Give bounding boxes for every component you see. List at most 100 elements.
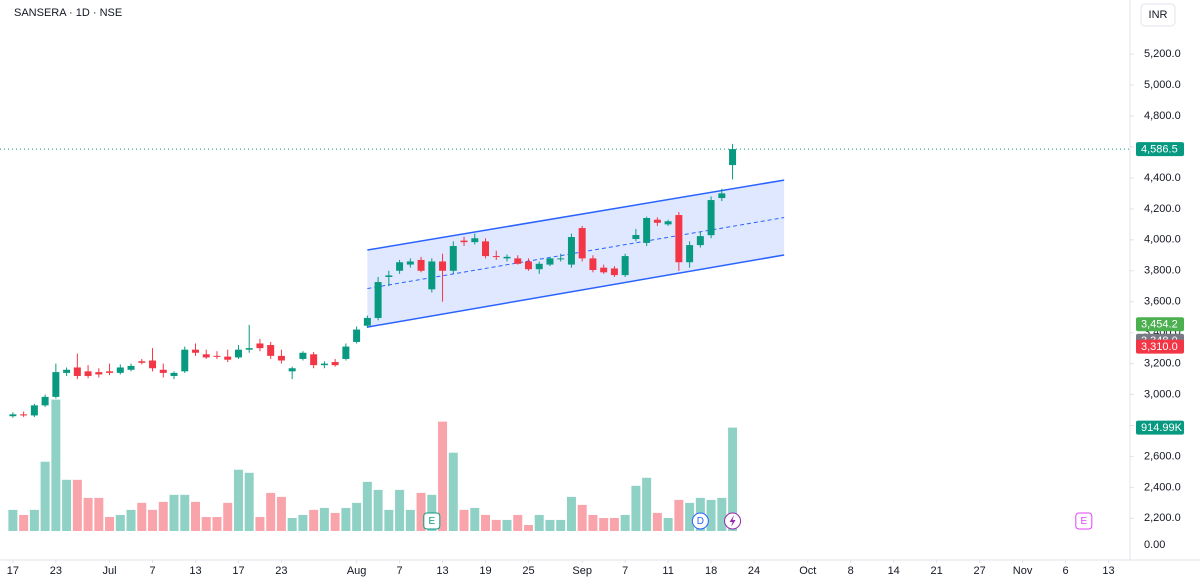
candle-body	[353, 329, 361, 342]
x-tick-label: 17	[232, 565, 244, 577]
candle-body	[653, 219, 661, 223]
volume-bar	[255, 516, 265, 531]
volume-bar	[244, 472, 254, 531]
candle-body	[299, 352, 307, 359]
candle-body	[234, 349, 242, 358]
candle-body	[374, 282, 382, 318]
candle-body	[514, 258, 522, 264]
candle-body	[567, 237, 575, 265]
candle-body	[202, 354, 210, 358]
candle-body	[503, 256, 511, 259]
volume-bar	[8, 509, 18, 531]
x-tick-label: 17	[7, 565, 19, 577]
x-tick-label: Jul	[103, 565, 117, 577]
candle-body	[73, 367, 81, 376]
volume-bar	[29, 509, 39, 531]
candle-body	[557, 258, 565, 260]
y-tick-label: 4,200.0	[1144, 203, 1181, 215]
volume-bar	[169, 494, 179, 531]
candle-body	[63, 369, 71, 373]
x-tick-label: 27	[973, 565, 985, 577]
volume-bar	[352, 502, 362, 531]
x-tick-label: 7	[149, 565, 155, 577]
candle-body	[406, 261, 414, 265]
price-badge-label: 3,310.0	[1141, 341, 1178, 353]
volume-bar	[674, 499, 684, 531]
candle-body	[600, 267, 608, 273]
candle-body	[396, 262, 404, 271]
currency-button[interactable]	[1140, 3, 1176, 27]
candle-body	[449, 246, 457, 271]
x-tick-label: 13	[436, 565, 448, 577]
x-tick-label: 18	[705, 565, 717, 577]
volume-bar	[233, 469, 243, 531]
volume-bar	[470, 507, 480, 531]
volume-bar	[395, 489, 405, 531]
volume-bar	[481, 514, 491, 531]
volume-bar	[448, 452, 458, 531]
candle-body	[589, 258, 597, 270]
candle-body	[342, 346, 350, 359]
volume-bar	[405, 509, 415, 531]
price-badge-label: 914.99K	[1141, 422, 1183, 434]
event-label: E	[428, 516, 435, 527]
candle-body	[267, 345, 275, 356]
y-tick-label: 3,600.0	[1144, 296, 1181, 308]
volume-bar	[706, 499, 716, 531]
volume-bar	[609, 518, 619, 531]
candle-body	[159, 369, 167, 373]
volume-bar	[83, 497, 93, 531]
volume-bar	[491, 519, 501, 531]
channel-upper	[367, 179, 785, 251]
event-label: D	[697, 516, 704, 527]
candle-body	[482, 241, 490, 257]
candle-body	[224, 356, 232, 360]
volume-bar	[115, 514, 125, 531]
volume-bar	[319, 507, 329, 531]
candle-body	[718, 193, 726, 199]
channel-midline	[367, 217, 785, 290]
event-marker	[1075, 512, 1093, 530]
channel-lower	[367, 254, 785, 328]
y-tick-label: 4,000.0	[1144, 234, 1181, 246]
volume-bar	[438, 421, 448, 531]
candle-body	[524, 261, 532, 270]
y-tick-label: 2,600.0	[1144, 450, 1181, 462]
x-tick-label: 24	[748, 565, 760, 577]
volume-bar	[728, 427, 738, 531]
x-tick-label: 23	[275, 565, 287, 577]
volume-bar	[373, 489, 383, 531]
volume-bar	[51, 399, 61, 531]
volume-bar	[416, 492, 426, 531]
candle-body	[213, 355, 221, 357]
candle-body	[320, 363, 328, 366]
candle-body	[729, 149, 737, 166]
candle-body	[149, 360, 157, 369]
volume-bar	[309, 509, 319, 531]
volume-bar	[266, 492, 276, 531]
currency-label[interactable]: INR	[1149, 9, 1168, 21]
x-tick-label: 14	[888, 565, 900, 577]
price-badge-label: 4,586.5	[1141, 143, 1178, 155]
candle-body	[191, 349, 199, 353]
candle-body	[686, 245, 694, 263]
candle-body	[363, 317, 371, 326]
y-tick-label: 4,800.0	[1144, 110, 1181, 122]
x-tick-label: 21	[931, 565, 943, 577]
volume-bar	[642, 477, 652, 531]
volume-bar	[384, 509, 394, 531]
candle-body	[621, 256, 629, 276]
volume-bar	[40, 461, 50, 531]
volume-bar	[577, 504, 587, 531]
y-tick-label: 5,000.0	[1144, 79, 1181, 91]
price-badge	[1136, 420, 1184, 435]
price-badge-label: 3,454.2	[1141, 319, 1178, 331]
volume-bar	[362, 481, 372, 531]
y-tick-label: 2,200.0	[1144, 512, 1181, 524]
volume-bar	[126, 509, 136, 531]
candle-body	[460, 240, 468, 243]
event-marker	[691, 512, 709, 530]
candle-body	[535, 263, 543, 270]
